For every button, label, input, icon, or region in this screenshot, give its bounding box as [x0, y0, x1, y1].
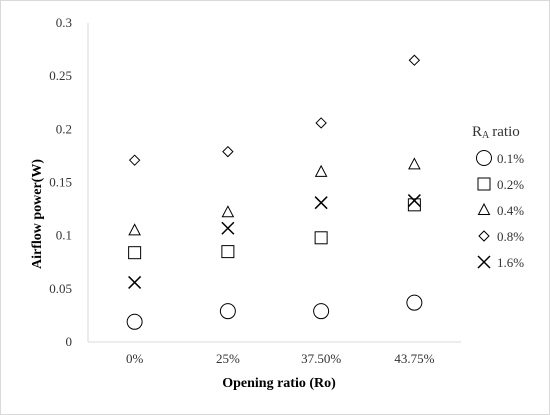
y-tick-label: 0.05	[49, 281, 72, 296]
data-point-triangle	[128, 223, 141, 236]
x-tick-label: 43.75%	[394, 351, 434, 366]
legend-label: 0.2%	[497, 177, 524, 192]
x-tick-label: 25%	[216, 351, 240, 366]
x-axis-ticks: 0% 25% 37.50% 43.75%	[126, 351, 435, 366]
data-point-square	[407, 198, 421, 212]
y-tick-label: 0.3	[56, 15, 72, 30]
legend-item: 0.2%	[477, 177, 524, 192]
legend-label: 0.4%	[497, 203, 524, 218]
legend-marker-triangle	[477, 202, 491, 215]
data-point-triangle	[221, 205, 235, 218]
legend-item: 0.1%	[476, 150, 524, 166]
data-points	[126, 54, 423, 330]
data-point-square	[128, 246, 142, 260]
legend-label: 1.6%	[497, 255, 524, 270]
data-point-circle	[406, 294, 423, 311]
data-point-cross	[221, 221, 235, 235]
legend-marker-circle	[476, 150, 492, 166]
x-axis-title: Opening ratio (Ro)	[222, 376, 336, 391]
legend-item: 0.8%	[478, 229, 524, 244]
data-point-square	[221, 245, 235, 259]
y-axis-title: Airflow power(W)	[30, 159, 45, 269]
y-axis-ticks: 0 0.05 0.1 0.15 0.2 0.25 0.3	[49, 15, 72, 349]
legend-label: 0.8%	[497, 229, 524, 244]
data-point-square	[314, 231, 328, 245]
data-point-diamond	[315, 117, 327, 129]
y-tick-label: 0.1	[56, 228, 72, 243]
data-point-diamond	[408, 54, 421, 66]
series-cross	[128, 194, 421, 289]
x-tick-label: 37.50%	[301, 351, 341, 366]
series-diamond	[128, 54, 421, 166]
data-point-cross	[314, 196, 328, 210]
series-circle	[126, 294, 423, 330]
legend-title-main: R	[472, 124, 482, 140]
data-point-triangle	[314, 164, 328, 177]
data-point-circle	[313, 303, 330, 320]
legend-items: 0.1% 0.2% 0.4% 0.8% 1.6%	[476, 150, 524, 270]
y-tick-label: 0.25	[49, 68, 72, 83]
y-tick-label: 0	[66, 334, 73, 349]
data-point-triangle	[408, 157, 421, 170]
data-point-diamond	[128, 154, 141, 166]
legend: RA ratio 0.1% 0.2% 0.4% 0.8% 1.6%	[472, 124, 524, 270]
y-tick-label: 0.2	[56, 121, 72, 136]
legend-title-rest: ratio	[492, 124, 520, 140]
legend-item: 1.6%	[477, 255, 524, 270]
series-triangle	[128, 157, 421, 236]
legend-marker-diamond	[478, 230, 490, 242]
series-square	[128, 198, 421, 260]
data-point-circle	[219, 303, 236, 320]
legend-label: 0.1%	[497, 151, 524, 166]
legend-item: 0.4%	[477, 202, 524, 218]
legend-title-sub: A	[482, 130, 490, 141]
y-tick-label: 0.15	[49, 175, 72, 190]
legend-marker-square	[477, 177, 491, 191]
data-point-circle	[126, 313, 143, 330]
legend-marker-cross	[477, 255, 491, 269]
legend-title: RA ratio	[472, 124, 520, 141]
x-tick-label: 0%	[126, 351, 144, 366]
data-point-cross	[407, 194, 421, 208]
data-point-diamond	[222, 145, 234, 158]
data-point-cross	[128, 275, 142, 289]
